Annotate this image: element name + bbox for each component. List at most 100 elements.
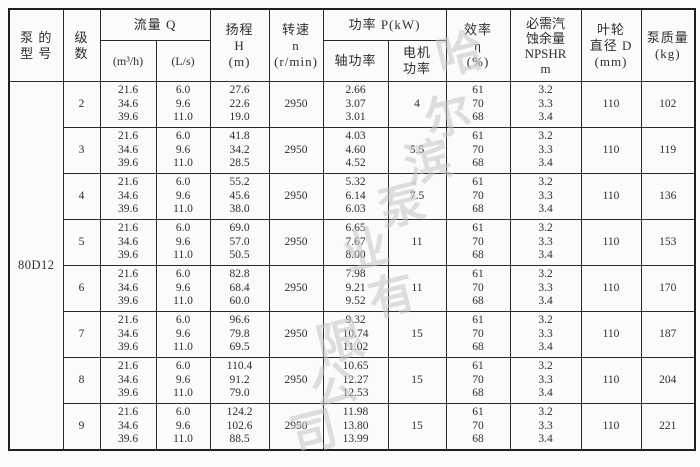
flow-ls-cell: 6.0 9.6 11.0 [155,127,211,174]
head-cell: 124.2 102.6 88.5 [209,403,270,451]
shaft-power-cell: 7.98 9.21 9.52 [322,265,389,312]
impeller-diameter-cell: 110 [580,81,642,128]
header-flow-m3h: (m³/h) [99,40,157,82]
stages-cell: 6 [62,265,101,312]
head-cell: 55.2 45.6 38.0 [209,173,270,220]
shaft-power-cell: 11.98 13.80 13.99 [322,403,389,451]
flow-ls-cell: 6.0 9.6 11.0 [155,173,211,220]
motor-power-cell: 5.5 [387,127,447,174]
npshr-cell: 3.2 3.3 3.4 [509,311,582,358]
npshr-cell: 3.2 3.3 3.4 [509,127,582,174]
shaft-power-cell: 10.65 12.27 12.53 [322,357,389,404]
table-body: 80D12 2 21.6 34.6 39.6 6.0 9.6 11.0 27.6… [8,81,696,451]
impeller-diameter-cell: 110 [580,173,642,220]
speed-cell: 2950 [268,357,324,404]
efficiency-cell: 61 70 68 [445,173,511,220]
speed-cell: 2950 [268,403,324,451]
table-row: 3 21.6 34.6 39.6 6.0 9.6 11.0 41.8 34.2 … [9,127,696,174]
speed-cell: 2950 [268,127,324,174]
table-row: 7 21.6 34.6 39.6 6.0 9.6 11.0 96.6 79.8 … [9,311,696,358]
pump-model-cell: 80D12 [8,81,64,451]
flow-ls-cell: 6.0 9.6 11.0 [155,219,211,266]
header-efficiency: 效率 η (%) [445,8,511,82]
npshr-cell: 3.2 3.3 3.4 [509,219,582,266]
scanned-pump-spec-page: 泵 的 型 号 级 数 流量 Q 扬程 H (m) 转速 n (r/min) 功… [8,8,697,463]
header-motor-power: 电机 功率 [387,40,447,82]
motor-power-cell: 4 [387,81,447,128]
mass-cell: 221 [640,403,696,451]
header-pump-mass: 泵质量 (kg) [640,8,696,82]
table-header: 泵 的 型 号 级 数 流量 Q 扬程 H (m) 转速 n (r/min) 功… [8,8,696,82]
efficiency-cell: 61 70 68 [445,403,511,451]
mass-cell: 136 [640,173,696,220]
table-row: 80D12 2 21.6 34.6 39.6 6.0 9.6 11.0 27.6… [8,81,696,451]
header-shaft-power: 轴功率 [322,40,389,82]
shaft-power-cell: 5.32 6.14 6.03 [322,173,389,220]
efficiency-cell: 61 70 68 [445,219,511,266]
npshr-cell: 3.2 3.3 3.4 [509,403,582,451]
shaft-power-cell: 6.65 7.67 8.00 [322,219,389,266]
shaft-power-cell: 4.03 4.60 4.52 [322,127,389,174]
flow-ls-cell: 6.0 9.6 11.0 [155,357,211,404]
header-npshr: 必需汽 蚀余量 NPSHR m [509,8,582,82]
head-cell: 27.6 22.6 19.0 [209,81,270,128]
head-cell: 96.6 79.8 69.5 [209,311,270,358]
flow-m3h-cell: 21.6 34.6 39.6 [99,81,157,128]
impeller-diameter-cell: 110 [580,403,642,451]
pump-spec-table: 泵 的 型 号 级 数 流量 Q 扬程 H (m) 转速 n (r/min) 功… [8,8,697,451]
npshr-cell: 3.2 3.3 3.4 [509,81,582,128]
speed-cell: 2950 [268,81,324,128]
motor-power-cell: 15 [387,403,447,451]
table-row: 9 21.6 34.6 39.6 6.0 9.6 11.0 124.2 102.… [9,403,696,451]
npshr-cell: 3.2 3.3 3.4 [509,357,582,404]
head-cell: 82.8 68.4 60.0 [209,265,270,312]
impeller-diameter-cell: 110 [580,265,642,312]
flow-ls-cell: 6.0 9.6 11.0 [155,403,211,451]
motor-power-cell: 15 [387,357,447,404]
mass-cell: 102 [640,81,696,128]
header-power: 功率 P(kW) [322,8,447,41]
impeller-diameter-cell: 110 [580,127,642,174]
efficiency-cell: 61 70 68 [445,127,511,174]
speed-cell: 2950 [268,265,324,312]
header-head: 扬程 H (m) [209,8,270,82]
mass-cell: 153 [640,219,696,266]
npshr-cell: 3.2 3.3 3.4 [509,265,582,312]
stages-cell: 4 [62,173,101,220]
motor-power-cell: 15 [387,311,447,358]
flow-ls-cell: 6.0 9.6 11.0 [155,265,211,312]
mass-cell: 204 [640,357,696,404]
head-cell: 110.4 91.2 79.0 [209,357,270,404]
flow-m3h-cell: 21.6 34.6 39.6 [99,311,157,358]
efficiency-cell: 61 70 68 [445,357,511,404]
motor-power-cell: 11 [387,219,447,266]
flow-ls-cell: 6.0 9.6 11.0 [155,311,211,358]
efficiency-cell: 61 70 68 [445,81,511,128]
stages-cell: 3 [62,127,101,174]
efficiency-cell: 61 70 68 [445,311,511,358]
flow-m3h-cell: 21.6 34.6 39.6 [99,219,157,266]
speed-cell: 2950 [268,311,324,358]
flow-ls-cell: 6.0 9.6 11.0 [155,81,211,128]
motor-power-cell: 11 [387,265,447,312]
header-flow-ls: (L/s) [155,40,211,82]
header-stages: 级 数 [62,8,101,82]
flow-m3h-cell: 21.6 34.6 39.6 [99,127,157,174]
header-speed: 转速 n (r/min) [268,8,324,82]
speed-cell: 2950 [268,173,324,220]
stages-cell: 7 [62,311,101,358]
flow-m3h-cell: 21.6 34.6 39.6 [99,173,157,220]
header-pump-model: 泵 的 型 号 [8,8,64,82]
stages-cell: 5 [62,219,101,266]
mass-cell: 187 [640,311,696,358]
npshr-cell: 3.2 3.3 3.4 [509,173,582,220]
head-cell: 41.8 34.2 28.5 [209,127,270,174]
flow-m3h-cell: 21.6 34.6 39.6 [99,357,157,404]
shaft-power-cell: 9.32 10.74 11.02 [322,311,389,358]
mass-cell: 119 [640,127,696,174]
speed-cell: 2950 [268,219,324,266]
shaft-power-cell: 2.66 3.07 3.01 [322,81,389,128]
header-flow: 流量 Q [99,8,211,41]
stages-cell: 8 [62,357,101,404]
impeller-diameter-cell: 110 [580,357,642,404]
